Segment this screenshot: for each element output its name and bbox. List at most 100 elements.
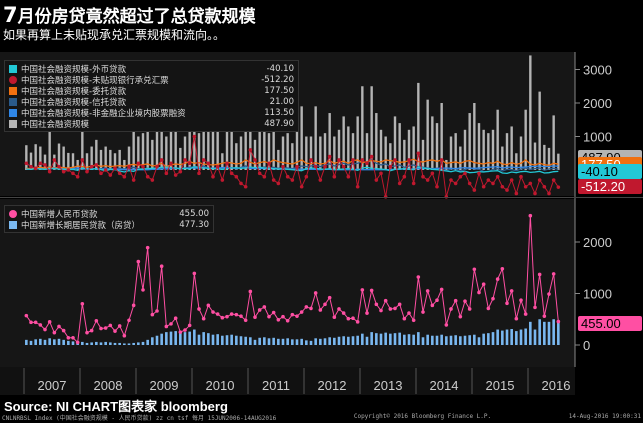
point-acceptance <box>267 161 271 166</box>
point-acceptance <box>444 195 449 199</box>
point-acceptance <box>528 181 533 186</box>
bar-total-financing <box>281 136 285 170</box>
bar-mortgage <box>412 334 415 345</box>
point-rmb-loans <box>159 264 164 269</box>
bar-total-financing <box>403 139 406 170</box>
point-rmb-loans <box>201 316 206 321</box>
bar-mortgage <box>463 335 467 345</box>
point-acceptance <box>547 191 551 196</box>
bar-mortgage <box>39 338 42 345</box>
bar-total-financing <box>314 106 317 170</box>
bar-mortgage <box>417 332 420 345</box>
point-rmb-loans <box>425 289 430 293</box>
point-rmb-loans <box>38 323 43 327</box>
point-acceptance <box>215 164 220 169</box>
bar-total-financing <box>328 113 331 170</box>
point-rmb-loans <box>89 328 94 333</box>
point-rmb-loans <box>24 313 29 318</box>
bar-mortgage <box>426 334 429 345</box>
point-acceptance <box>127 164 131 169</box>
point-acceptance <box>141 164 145 169</box>
bar-total-financing <box>118 149 121 170</box>
point-rmb-loans <box>290 312 295 317</box>
bar-total-financing <box>398 123 401 170</box>
point-acceptance <box>220 178 225 182</box>
bar-mortgage <box>328 337 331 345</box>
bar-mortgage <box>314 338 317 345</box>
bar-mortgage <box>538 319 541 345</box>
point-rmb-loans <box>528 213 533 218</box>
bar-mortgage <box>440 334 443 345</box>
bar-total-financing <box>151 139 154 170</box>
point-rmb-loans <box>150 312 155 317</box>
bar-mortgage <box>519 329 523 345</box>
bar-mortgage <box>398 332 401 345</box>
bar-mortgage <box>165 332 168 345</box>
bar-mortgage <box>244 336 247 345</box>
bar-mortgage <box>225 335 229 345</box>
point-rmb-loans <box>85 330 89 335</box>
bar-total-financing <box>235 143 238 170</box>
bar-total-financing <box>426 99 429 170</box>
bar-total-financing <box>557 153 560 170</box>
bar-mortgage <box>375 333 378 345</box>
point-acceptance <box>89 164 94 169</box>
point-acceptance <box>556 185 561 189</box>
bar-total-financing <box>109 149 112 170</box>
point-rmb-loans <box>178 330 183 334</box>
bar-total-financing <box>319 136 322 170</box>
bar-total-financing <box>365 133 369 170</box>
bar-total-financing <box>337 129 341 170</box>
bar-total-financing <box>361 86 364 170</box>
bar-mortgage <box>160 333 163 345</box>
bar-mortgage <box>291 339 294 345</box>
point-acceptance <box>407 158 411 162</box>
bar-total-financing <box>43 154 47 170</box>
bar-total-financing <box>473 103 476 170</box>
bar-total-financing <box>389 143 392 170</box>
point-acceptance <box>155 164 159 169</box>
bar-mortgage <box>207 333 210 345</box>
point-acceptance <box>103 168 108 172</box>
point-rmb-loans <box>556 319 561 324</box>
bar-mortgage <box>71 341 75 345</box>
legend-value: 477.30 <box>179 219 209 230</box>
legend-value: 21.00 <box>269 96 294 107</box>
bar-mortgage <box>365 336 369 345</box>
point-acceptance <box>458 174 463 179</box>
point-acceptance <box>519 174 523 179</box>
point-rmb-loans <box>94 318 99 323</box>
title-text: 月份房贷竟然超过了总贷款规模 <box>17 7 256 27</box>
point-rmb-loans <box>337 307 341 311</box>
point-rmb-loans <box>215 312 220 316</box>
bar-total-financing <box>477 123 481 170</box>
legend-swatch <box>9 86 17 95</box>
bar-mortgage <box>319 338 322 345</box>
point-acceptance <box>150 178 155 182</box>
bar-total-financing <box>491 129 495 170</box>
bar-total-financing <box>305 136 308 170</box>
point-acceptance <box>313 164 318 169</box>
point-rmb-loans <box>61 328 66 333</box>
point-rmb-loans <box>467 307 472 311</box>
bar-mortgage <box>141 341 145 345</box>
bar-total-financing <box>267 133 271 170</box>
point-acceptance <box>360 158 365 162</box>
point-rmb-loans <box>374 302 379 307</box>
point-acceptance <box>304 174 309 179</box>
bar-mortgage <box>43 339 47 345</box>
bar-total-financing <box>57 143 61 170</box>
point-rmb-loans <box>309 306 313 311</box>
point-rmb-loans <box>533 305 537 310</box>
x-tick-label: 2013 <box>374 378 403 393</box>
bar-total-financing <box>197 133 201 170</box>
legend-value: 177.50 <box>264 85 294 96</box>
bar-total-financing <box>141 133 145 170</box>
bar-mortgage <box>459 336 462 345</box>
point-acceptance <box>94 163 99 167</box>
bar-total-financing <box>169 129 173 170</box>
bar-mortgage <box>515 331 518 345</box>
point-rmb-loans <box>267 314 271 319</box>
point-rmb-loans <box>491 296 495 301</box>
point-acceptance <box>122 174 127 179</box>
